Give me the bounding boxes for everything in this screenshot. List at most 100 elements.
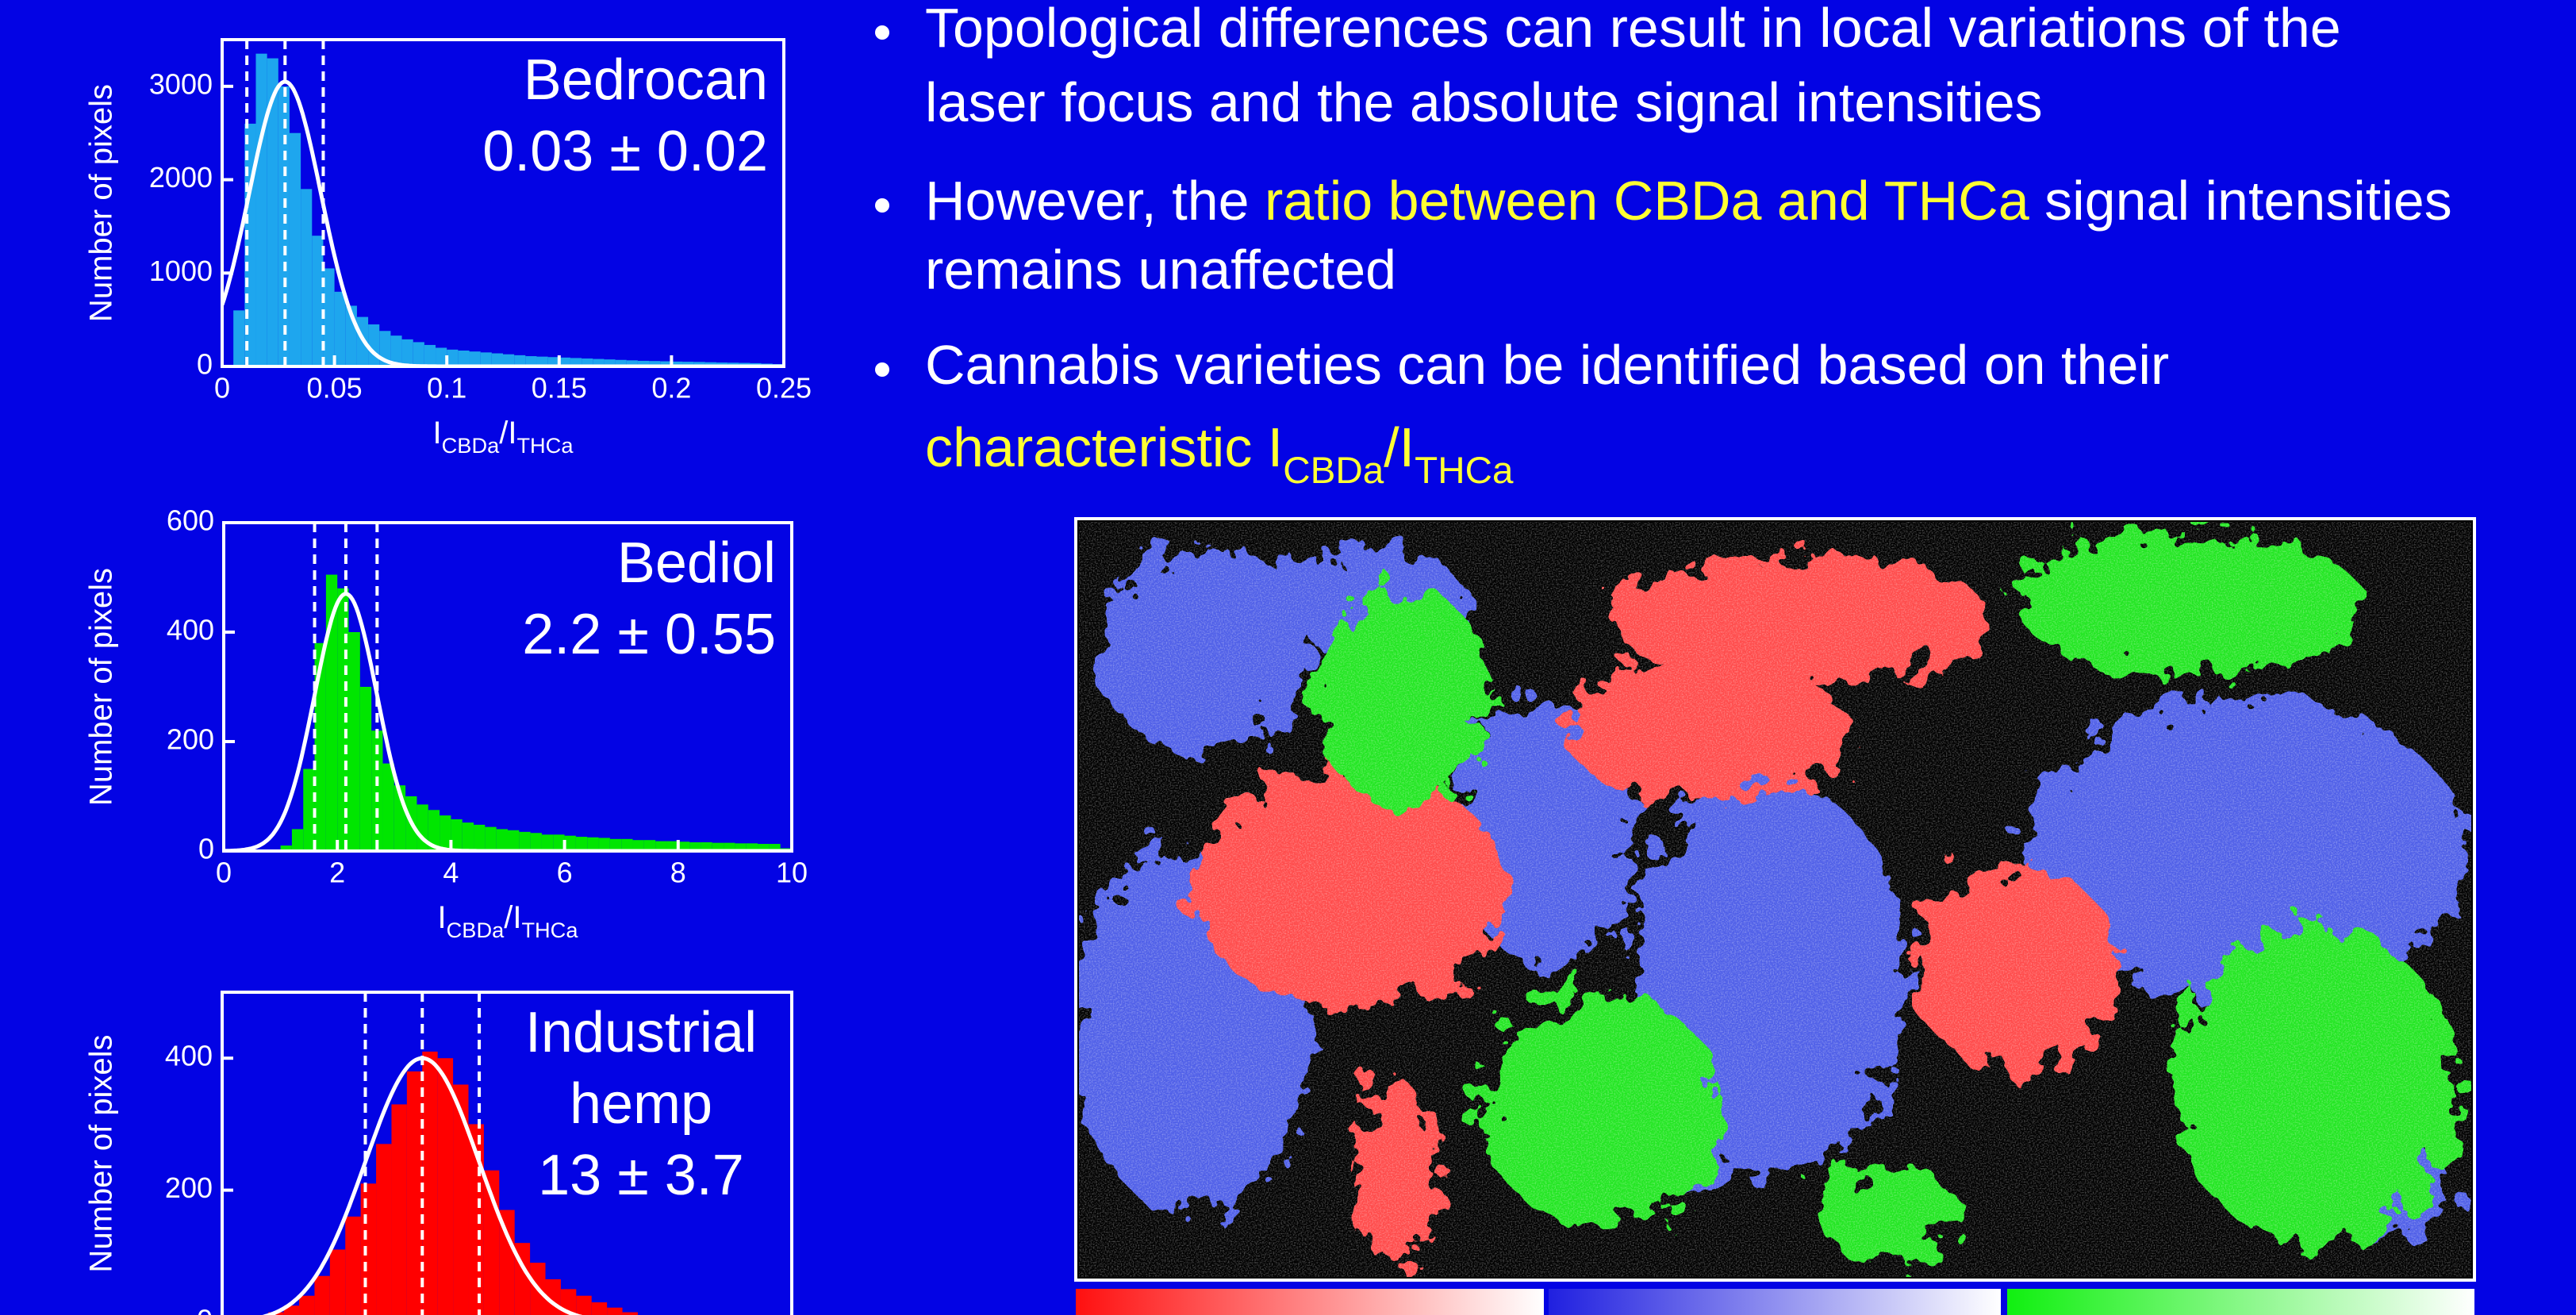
text-run: remains unaffected [925,239,1396,301]
bar [402,339,413,366]
bar [453,1084,468,1315]
bullet-dot [875,198,889,213]
colorbar-red [1076,1289,1544,1315]
bar [436,347,447,366]
y-tick-label: 0 [197,1304,213,1315]
subscript: THCa [521,918,578,942]
annotation: 13 ± 3.7 [538,1144,744,1207]
bar [463,822,474,851]
bar [312,236,323,366]
text-run: I [433,416,442,450]
bar [290,133,301,366]
annotation: hemp [570,1072,712,1136]
x-tick-label: 0.05 [307,372,363,404]
subscript: CBDa [447,918,505,942]
bar [576,1296,591,1315]
bar [255,54,267,366]
bar [391,1104,406,1315]
bar [531,833,542,851]
bar [565,836,576,851]
bar [368,324,379,366]
bar [345,1217,360,1315]
bar [440,815,451,851]
subscript: THCa [1415,450,1514,492]
annotation: Bedrocan [524,48,768,112]
bar [314,1276,329,1315]
x-tick-label: 0.1 [427,372,466,404]
y-axis-label: Number of pixels [84,84,119,322]
y-tick-label: 600 [167,504,214,537]
y-tick-label: 1000 [149,255,213,287]
bar [301,189,312,366]
text-run: Cannabis varieties can be identified bas… [925,334,2169,396]
colorbar-blue [1549,1289,2001,1315]
annotation: Bediol [617,531,776,595]
bar [303,769,314,852]
bar [424,345,436,366]
bar [623,1313,638,1315]
bar [576,837,587,851]
annotation: 0.03 ± 0.02 [482,120,768,183]
bar [481,352,492,366]
bullet-text: remains unaffected [925,239,1396,301]
text-run: /I [499,416,516,450]
text-run: characteristic I [925,416,1283,478]
text-run: ratio between CBDa and THCa [1265,170,2029,232]
annotation: 2.2 ± 0.55 [522,603,776,666]
subscript: THCa [516,433,574,458]
bar [542,834,553,851]
bar [438,1058,453,1315]
x-tick-label: 0.2 [651,372,691,404]
bar [360,687,371,851]
x-tick-label: 2 [329,857,345,889]
x-tick-label: 8 [670,857,686,889]
bar [233,310,244,366]
colorbar-green [2007,1289,2474,1315]
bar [299,1296,314,1315]
bar [323,268,334,366]
annotation: Industrial [525,1001,757,1064]
bar [607,1308,622,1315]
bar [470,351,481,366]
text-run: laser focus and the absolute signal inte… [925,71,2043,133]
bullet-dot [875,25,889,40]
bar [592,1302,607,1315]
bullet-text: However, the ratio between CBDa and THCa… [925,170,2452,232]
bar [376,1144,391,1315]
bar [422,1052,437,1315]
bar [382,764,394,851]
bar [519,832,530,851]
x-tick-label: 10 [776,857,808,889]
y-axis-label: Number of pixels [84,1034,119,1272]
text-run: However, the [925,170,1265,232]
bar [413,342,424,366]
bar [485,827,496,851]
bar [292,829,303,851]
ratio-image [1071,519,2474,1315]
x-tick-label: 0 [216,857,232,889]
x-tick-label: 4 [443,857,459,889]
text-run: /I [1384,416,1415,478]
y-tick-label: 2000 [149,161,213,194]
x-tick-label: 6 [557,857,573,889]
bar [335,292,346,366]
text-run: Topological differences can result in lo… [925,0,2341,59]
text-run: /I [504,900,521,935]
text-run: I [438,900,447,935]
x-tick-label: 0.25 [756,372,812,404]
bullet-text: Topological differences can result in lo… [925,0,2341,59]
bar [458,351,469,366]
bar [407,1072,422,1315]
subscript: CBDa [1283,450,1384,492]
x-tick-label: 0 [214,372,230,404]
bar [508,830,519,851]
y-axis-label: Number of pixels [84,568,119,806]
bar [587,838,598,851]
bar [497,829,508,851]
subscript: CBDa [442,433,500,458]
x-tick-label: 0.15 [532,372,587,404]
y-tick-label: 3000 [149,67,213,100]
y-tick-label: 0 [198,833,214,865]
y-tick-label: 400 [165,1040,213,1072]
bar [451,819,462,851]
